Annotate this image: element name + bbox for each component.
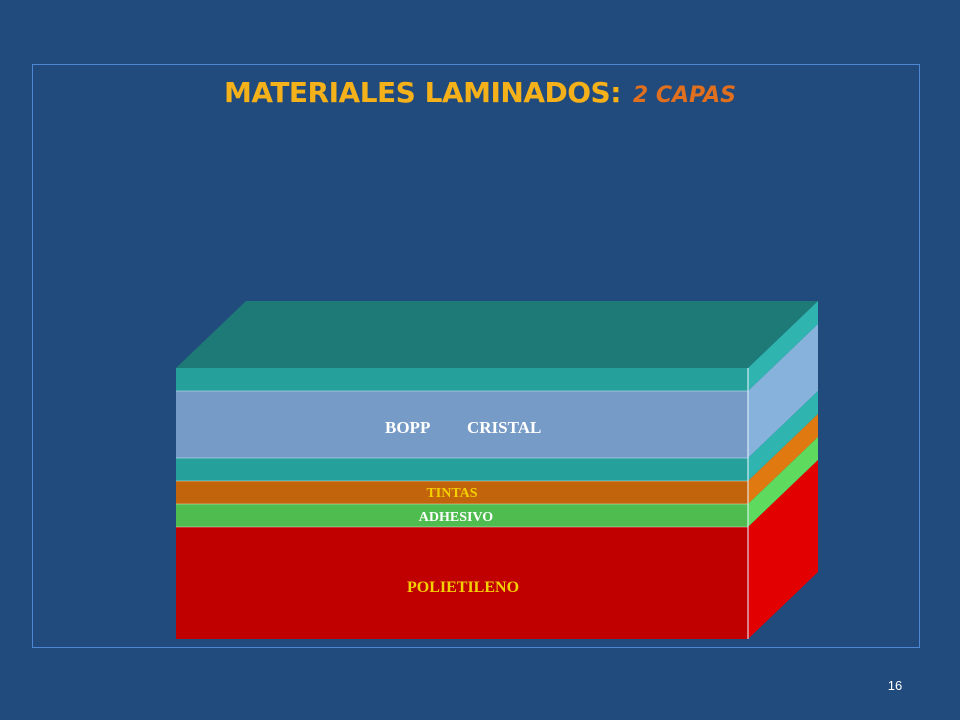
polietileno-label: POLIETILENO [407, 579, 519, 596]
side-tintas [748, 414, 818, 504]
side-adhesivo [748, 437, 818, 527]
layer-teal-mid [176, 458, 748, 481]
cristal-label: CRISTAL [467, 418, 541, 437]
side-teal-top [748, 301, 818, 391]
layer-polietileno [176, 527, 748, 639]
slide-frame [32, 64, 920, 648]
side-bopp [748, 324, 818, 458]
bopp-label: BOPP [385, 418, 430, 437]
side-polietileno [748, 460, 818, 639]
title-subtitle: 2 CAPAS [632, 83, 737, 108]
layer-bopp [176, 391, 748, 458]
laminate-top-face [176, 301, 818, 368]
layer-teal-top [176, 368, 748, 391]
adhesivo-label: ADHESIVO [419, 510, 494, 525]
side-teal-mid [748, 391, 818, 481]
tintas-label: TINTAS [426, 486, 477, 501]
layer-tintas [176, 481, 748, 504]
title-main: MATERIALES LAMINADOS: [223, 76, 621, 109]
layer-adhesivo [176, 504, 748, 527]
page-number: 16 [887, 678, 903, 693]
slide-title: MATERIALES LAMINADOS: 2 CAPAS [0, 76, 960, 109]
